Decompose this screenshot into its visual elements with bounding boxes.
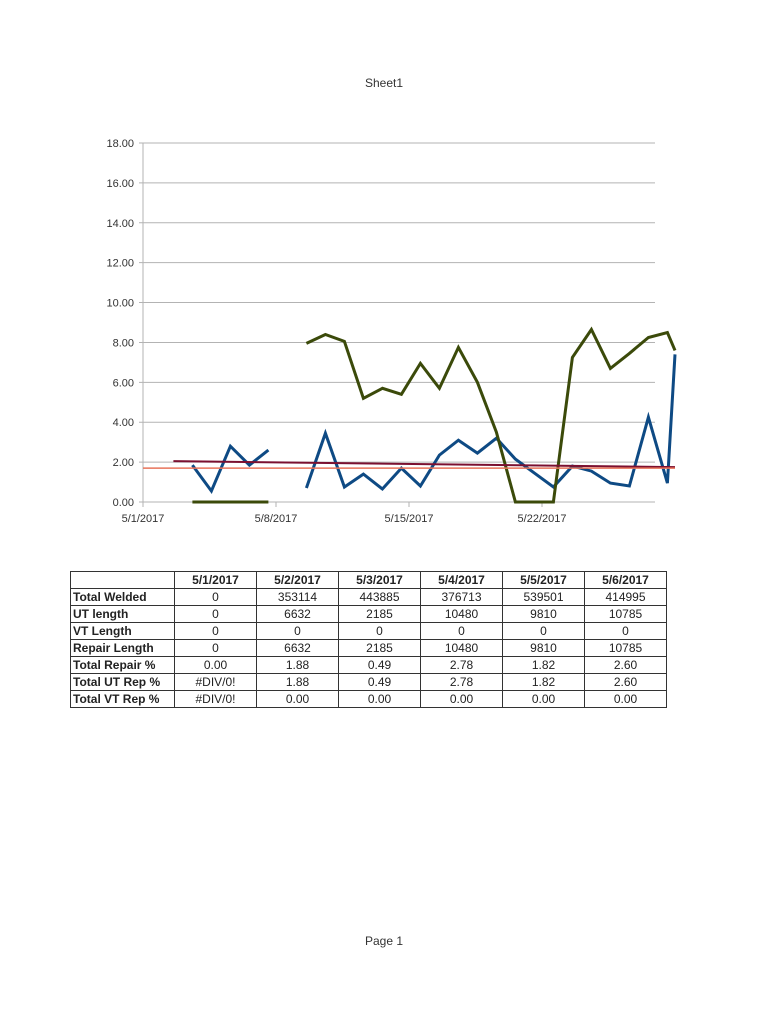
y-tick-label: 4.00: [113, 417, 134, 429]
column-header: 5/5/2017: [502, 571, 585, 589]
row-label: VT Length: [70, 622, 175, 640]
column-header: 5/1/2017: [174, 571, 257, 589]
y-tick-label: 0.00: [113, 497, 134, 509]
row-label: Total Welded: [70, 588, 175, 606]
table-row: Total UT Rep % #DIV/0! 1.88 0.49 2.78 1.82 2.6…: [70, 673, 667, 691]
column-header: 5/3/2017: [338, 571, 421, 589]
y-tick-label: 14.00: [106, 218, 134, 230]
row-label: Total Repair %: [70, 656, 175, 674]
table-cell: 0.00: [420, 690, 503, 708]
table-cell: 0: [174, 639, 257, 657]
table-row: Total VT Rep % #DIV/0! 0.00 0.00 0.00 0.00 0.0…: [70, 690, 667, 708]
table-cell: 0.00: [502, 690, 585, 708]
table-row: VT Length 0 0 0 0 0 0: [70, 622, 667, 640]
table-cell: 9810: [502, 605, 585, 623]
table-cell: 353114: [256, 588, 339, 606]
table-cell: 0: [174, 605, 257, 623]
table-cell: 0: [256, 622, 339, 640]
table-cell: 443885: [338, 588, 421, 606]
chart-series: [143, 326, 677, 504]
y-tick-label: 18.00: [106, 138, 134, 150]
green-series: [305, 326, 677, 504]
table-row: Repair Length 0 6632 2185 10480 9810 10785: [70, 639, 667, 657]
table-cell: 0.49: [338, 673, 421, 691]
row-label: Repair Length: [70, 639, 175, 657]
y-axis-labels: 0.00 2.00 4.00 6.00 8.00 10.00 12.00 14.00 16.00…: [106, 138, 134, 509]
table-cell: 0.00: [584, 690, 667, 708]
table-cell: #DIV/0!: [174, 673, 257, 691]
sheet-title: Sheet1: [364, 76, 404, 90]
table-cell: 2.78: [420, 656, 503, 674]
table-cell: 0: [584, 622, 667, 640]
x-tick-label: 5/8/2017: [255, 513, 298, 525]
table-cell: 10480: [420, 639, 503, 657]
table-cell: 0: [502, 622, 585, 640]
row-label: UT length: [70, 605, 175, 623]
table-cell: 2185: [338, 639, 421, 657]
table-cell: 2.78: [420, 673, 503, 691]
row-label: Total UT Rep %: [70, 673, 175, 691]
table-cell: 10785: [584, 639, 667, 657]
table-cell: 6632: [256, 639, 339, 657]
y-tick-label: 10.00: [106, 298, 134, 310]
column-header: 5/6/2017: [584, 571, 667, 589]
y-tick-label: 12.00: [106, 258, 134, 270]
x-tick-label: 5/1/2017: [122, 513, 165, 525]
table-cell: 1.82: [502, 656, 585, 674]
table-cell: 2185: [338, 605, 421, 623]
table-header-row: 5/1/2017 5/2/2017 5/3/2017 5/4/2017 5/5/2017…: [70, 571, 667, 589]
table-cell: 2.60: [584, 656, 667, 674]
x-tick-label: 5/22/2017: [518, 513, 567, 525]
table-cell: 6632: [256, 605, 339, 623]
table-cell: 376713: [420, 588, 503, 606]
chart-gridlines: [139, 142, 655, 507]
x-axis-labels: 5/1/2017 5/8/2017 5/15/2017 5/22/2017: [122, 513, 567, 525]
table-row: Total Repair % 0.00 1.88 0.49 2.78 1.82 2.60: [70, 656, 667, 674]
table-cell: 1.88: [256, 673, 339, 691]
data-table: 5/1/2017 5/2/2017 5/3/2017 5/4/2017 5/5/2017…: [70, 571, 667, 708]
y-tick-label: 2.00: [113, 457, 134, 469]
page-footer: Page 1: [364, 934, 404, 948]
table-row: Total Welded 0 353114 443885 376713 539501 414…: [70, 588, 667, 606]
y-tick-label: 6.00: [113, 377, 134, 389]
table-cell: 1.82: [502, 673, 585, 691]
table-cell: 0.49: [338, 656, 421, 674]
row-label: Total VT Rep %: [70, 690, 175, 708]
table-cell: 0.00: [338, 690, 421, 708]
table-cell: 539501: [502, 588, 585, 606]
table-row: UT length 0 6632 2185 10480 9810 10785: [70, 605, 667, 623]
table-cell: 10785: [584, 605, 667, 623]
y-tick-label: 16.00: [106, 178, 134, 190]
trend-line: [173, 460, 676, 469]
column-header: 5/2/2017: [256, 571, 339, 589]
table-cell: 0: [174, 588, 257, 606]
column-header: 5/4/2017: [420, 571, 503, 589]
table-cell: 10480: [420, 605, 503, 623]
table-cell: 0: [338, 622, 421, 640]
table-cell: 1.88: [256, 656, 339, 674]
table-cell: 9810: [502, 639, 585, 657]
table-cell: 0: [174, 622, 257, 640]
y-tick-label: 8.00: [113, 337, 134, 349]
table-cell: 2.60: [584, 673, 667, 691]
blue-series: [191, 443, 270, 495]
x-tick-label: 5/15/2017: [385, 513, 434, 525]
table-cell: 414995: [584, 588, 667, 606]
table-cell: 0: [420, 622, 503, 640]
table-cell: 0.00: [174, 656, 257, 674]
blue-series: [304, 354, 677, 492]
table-cell: 0.00: [256, 690, 339, 708]
table-cell: #DIV/0!: [174, 690, 257, 708]
column-header: [70, 571, 175, 589]
line-chart: 0.00 2.00 4.00 6.00 8.00 10.00 12.00 14.00 16.00…: [106, 138, 677, 525]
